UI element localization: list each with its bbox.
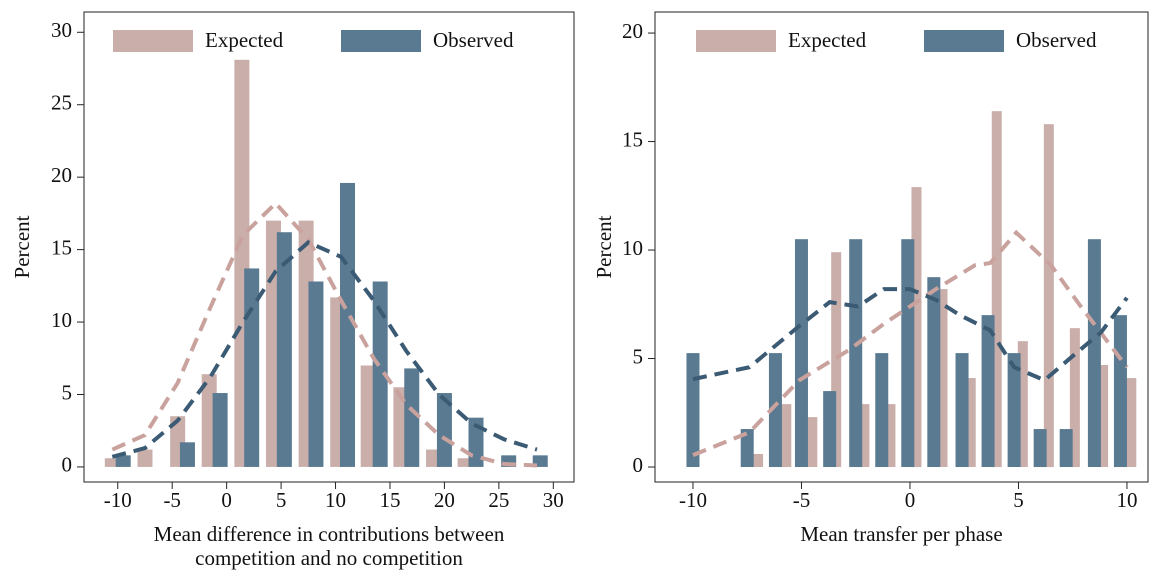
y-axis-label: Percent <box>592 215 616 278</box>
bar <box>340 182 356 467</box>
bar <box>740 429 754 468</box>
bar <box>768 353 782 468</box>
x-tick-label: 10 <box>325 488 346 512</box>
bar <box>1126 378 1137 468</box>
bar <box>360 365 376 467</box>
x-axis-label: competition and no competition <box>195 546 463 570</box>
bar <box>991 111 1002 468</box>
bar <box>849 239 863 468</box>
legend-label: Expected <box>205 28 284 52</box>
bar <box>859 404 870 468</box>
bar <box>436 393 452 467</box>
y-axis-label: Percent <box>10 215 34 278</box>
bar <box>1043 124 1054 468</box>
bar <box>753 454 764 468</box>
x-tick-label: -5 <box>793 488 811 512</box>
x-axis-label: Mean transfer per phase <box>800 522 1002 546</box>
bar <box>1017 341 1028 468</box>
bar <box>981 315 995 468</box>
bar <box>372 281 388 467</box>
bar <box>911 187 922 468</box>
bar <box>404 368 420 467</box>
bar <box>937 289 948 468</box>
density-curve <box>111 240 538 459</box>
x-tick-label: 5 <box>276 488 287 512</box>
bar <box>308 281 324 467</box>
bar <box>1033 429 1047 468</box>
y-tick-label: 15 <box>622 127 643 151</box>
x-tick-label: 5 <box>1013 488 1024 512</box>
x-tick-label: -10 <box>104 488 132 512</box>
density-curve <box>692 229 1129 457</box>
legend-swatch <box>341 30 421 52</box>
bar <box>179 442 195 467</box>
bar <box>823 391 837 468</box>
bar <box>532 455 548 467</box>
x-tick-label: 0 <box>221 488 232 512</box>
bar <box>781 404 792 468</box>
bar <box>686 353 700 468</box>
y-tick-label: 25 <box>51 91 72 115</box>
bar <box>807 417 818 468</box>
legend-swatch <box>113 30 193 52</box>
x-axis-label: Mean difference in contributions between <box>154 522 505 546</box>
x-tick-label: -10 <box>679 488 707 512</box>
x-tick-label: -5 <box>163 488 181 512</box>
legend-swatch <box>696 30 776 52</box>
bar <box>1007 353 1021 468</box>
density-curve <box>692 287 1129 383</box>
y-tick-label: 10 <box>622 236 643 260</box>
y-tick-label: 0 <box>62 453 73 477</box>
legend-swatch <box>924 30 1004 52</box>
plot-frame <box>83 11 575 483</box>
bar <box>955 353 969 468</box>
bar <box>1098 365 1109 468</box>
y-tick-label: 15 <box>51 235 72 259</box>
x-tick-label: 10 <box>1116 488 1137 512</box>
legend-label: Observed <box>433 28 514 52</box>
x-tick-label: 20 <box>434 488 455 512</box>
x-tick-label: 15 <box>379 488 400 512</box>
bar <box>1059 429 1073 468</box>
y-tick-label: 5 <box>633 344 644 368</box>
bar <box>965 378 976 468</box>
legend-label: Expected <box>788 28 867 52</box>
bar <box>212 393 228 467</box>
plot-frame <box>654 11 1149 483</box>
bar <box>457 458 473 467</box>
bar <box>244 268 260 467</box>
x-tick-label: 25 <box>488 488 509 512</box>
density-curve <box>111 200 538 468</box>
y-tick-label: 20 <box>622 19 643 43</box>
bar <box>137 449 153 467</box>
bar <box>1113 315 1127 468</box>
bar <box>1087 239 1101 468</box>
bar <box>875 353 889 468</box>
bar <box>901 239 915 468</box>
bar <box>276 232 292 467</box>
x-tick-label: 0 <box>905 488 916 512</box>
bar <box>794 239 808 468</box>
bar <box>927 277 941 468</box>
bar <box>115 455 131 467</box>
bar <box>885 404 896 468</box>
y-tick-label: 30 <box>51 18 72 42</box>
y-tick-label: 20 <box>51 163 72 187</box>
bar <box>1069 328 1080 468</box>
bar <box>831 252 842 468</box>
x-tick-label: 30 <box>543 488 564 512</box>
y-tick-label: 0 <box>633 453 644 477</box>
bar <box>501 455 517 467</box>
y-tick-label: 5 <box>62 380 73 404</box>
legend-label: Observed <box>1016 28 1097 52</box>
bar <box>104 458 120 467</box>
y-tick-label: 10 <box>51 308 72 332</box>
